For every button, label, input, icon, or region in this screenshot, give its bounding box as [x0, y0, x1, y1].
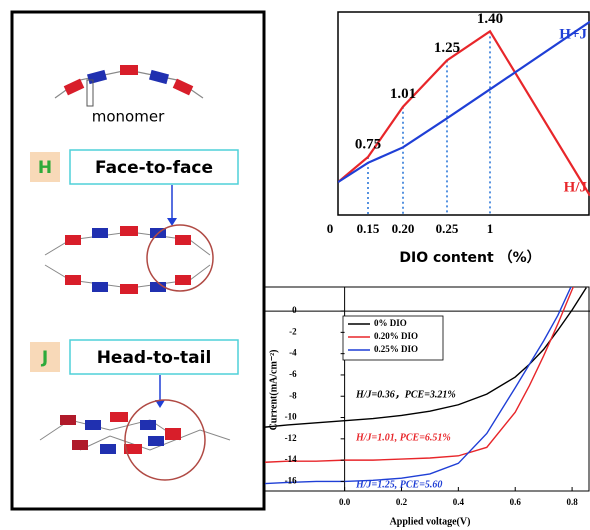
annotation: H/J=1.01, PCE=6.51%	[355, 432, 451, 443]
top-plot	[338, 22, 590, 215]
j-badge: J	[41, 348, 48, 368]
x-axis-label: DIO content （%）	[399, 250, 540, 266]
y-tick-label: -6	[289, 369, 297, 379]
diagram-frame	[12, 12, 264, 509]
x-axis-label: Applied voltage(V)	[390, 516, 471, 527]
y-tick-label: -4	[289, 348, 297, 358]
x-tick-label: 1	[487, 221, 494, 236]
j-aggregate	[40, 400, 230, 480]
data-label: 1.25	[434, 40, 460, 56]
y-tick-label: -16	[285, 475, 297, 485]
x-tick-label: 0.0	[339, 497, 351, 507]
bottom-plot	[265, 253, 590, 491]
x-tick-label: 0	[327, 221, 334, 236]
y-tick-label: -8	[289, 390, 297, 400]
y-tick-label: -2	[289, 326, 297, 336]
series-label: H+J	[559, 26, 587, 42]
legend-label: 0.20% DIO	[374, 331, 418, 341]
y-tick-label: 0	[292, 305, 297, 315]
data-label: 0.75	[355, 136, 381, 152]
legend-label: 0.25% DIO	[374, 344, 418, 354]
data-label: 1.01	[390, 86, 416, 102]
diagram: monomer H Face-to-face J Head-to-tail	[12, 12, 264, 509]
annotation: H/J=0.36，PCE=3.21%	[355, 389, 456, 400]
series-line	[338, 31, 590, 195]
x-tick-label: 0.4	[453, 497, 465, 507]
y-tick-label: -10	[285, 412, 297, 422]
y-tick-label: -14	[285, 454, 297, 464]
series-label: H/J	[564, 179, 588, 195]
x-tick-label: 0.6	[510, 497, 522, 507]
monomer-molecule	[55, 65, 203, 106]
page: monomer H Face-to-face J Head-to-tail	[0, 0, 590, 530]
y-tick-label: -12	[285, 433, 297, 443]
j-label: Head-to-tail	[97, 348, 212, 368]
monomer-label: monomer	[92, 108, 165, 126]
data-label: 1.40	[477, 11, 503, 27]
x-tick-label: 0.15	[357, 221, 380, 236]
x-tick-label: 0.20	[392, 221, 415, 236]
annotation: H/J=1.25, PCE=5.60	[355, 479, 442, 490]
x-tick-label: 0.8	[566, 497, 578, 507]
x-tick-label: 0.2	[396, 497, 408, 507]
h-aggregate	[45, 225, 213, 294]
x-tick-label: 0.25	[436, 221, 459, 236]
h-label: Face-to-face	[95, 158, 213, 178]
y-axis-label: Current(mA/cm⁻²)	[268, 350, 279, 431]
series-line	[338, 22, 590, 182]
h-badge: H	[38, 158, 52, 178]
figure: monomer H Face-to-face J Head-to-tail	[0, 0, 590, 530]
legend-label: 0% DIO	[374, 318, 407, 328]
top-chart-frame	[338, 12, 589, 215]
